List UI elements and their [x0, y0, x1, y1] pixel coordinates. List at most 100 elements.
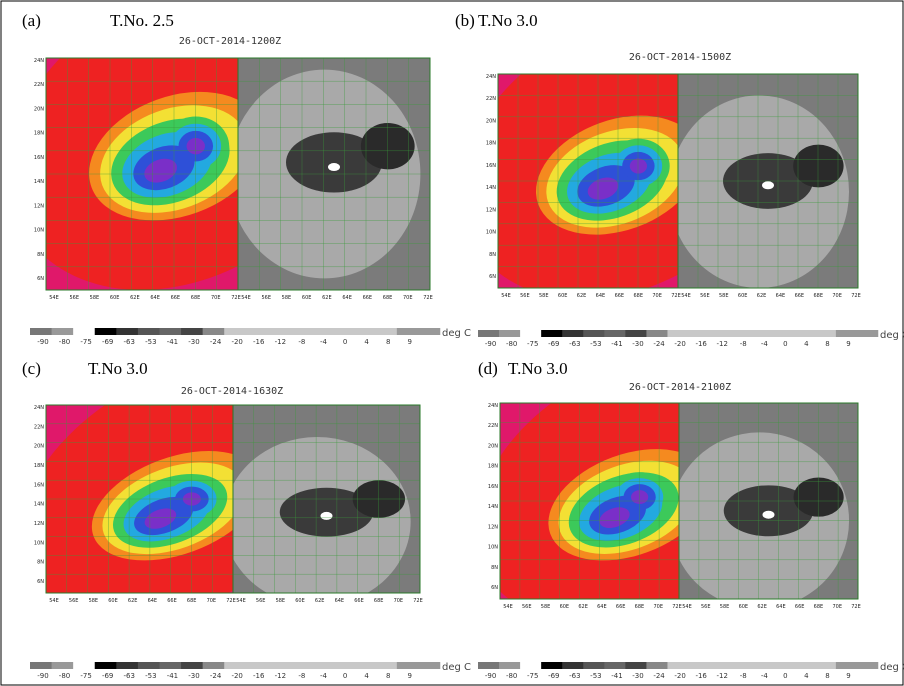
lon-tick: 62E: [322, 295, 332, 301]
lat-tick: 20N: [34, 444, 44, 450]
lon-tick: 60E: [110, 295, 120, 301]
colorbar-label: -30: [188, 672, 199, 680]
lon-tick: 68E: [191, 295, 201, 301]
colorbar-segment: [310, 662, 333, 669]
lon-tick: 54E: [49, 598, 59, 604]
colorbar-label: -75: [80, 672, 91, 680]
colorbar-segment: [772, 662, 795, 669]
lat-tick: 14N: [34, 502, 44, 508]
lat-tick: 24N: [486, 74, 496, 80]
lat-tick: 22N: [486, 96, 496, 102]
colorbar-label: 0: [343, 338, 347, 346]
colorbar-label: 4: [804, 340, 809, 348]
colorbar-label: -53: [590, 340, 601, 348]
lon-tick: 60E: [558, 293, 568, 299]
lat-tick: 22N: [34, 424, 44, 430]
lat-tick: 6N: [489, 274, 496, 280]
colorbar-segment: [310, 328, 333, 335]
gray-cloud: [762, 510, 775, 519]
gray-cloud: [286, 132, 382, 193]
lon-tick: 70E: [394, 598, 404, 604]
lat-tick: 10N: [34, 228, 44, 234]
panel-label: (d): [478, 359, 498, 378]
image-border: [678, 402, 859, 600]
lon-tick: 62E: [577, 293, 587, 299]
colorbar-label: -30: [632, 340, 643, 348]
lon-tick: 70E: [832, 604, 842, 610]
colorbar-end: [835, 330, 878, 337]
colorbar-label: -24: [210, 672, 222, 680]
colorbar-segment: [332, 662, 355, 669]
colorbar-segment: [137, 328, 160, 335]
colorbar-label: -24: [653, 672, 665, 680]
lat-tick: 16N: [34, 155, 44, 161]
lon-tick: 56E: [256, 598, 266, 604]
lon-tick: 64E: [776, 604, 786, 610]
colorbar-label: -80: [59, 338, 70, 346]
colorbar-segment: [688, 330, 711, 337]
lat-tick: 8N: [37, 252, 44, 258]
colorbar-segment: [730, 330, 753, 337]
lon-tick: 56E: [69, 295, 79, 301]
colorbar-segment: [267, 662, 290, 669]
colorbar-label: 9: [408, 338, 412, 346]
gray-image: [233, 405, 420, 593]
gray-image: [678, 74, 858, 288]
colorbar-segment: [267, 328, 290, 335]
colorbar-segment: [646, 662, 668, 669]
colorbar-segment: [375, 328, 398, 335]
colorbar-segment: [224, 662, 247, 669]
colorbar-label: 8: [386, 338, 390, 346]
lat-tick: 16N: [34, 482, 44, 488]
colorbar-label: -4: [761, 340, 769, 348]
lon-tick: 54E: [236, 598, 246, 604]
colorbar-label: -69: [102, 338, 113, 346]
lon-tick: 60E: [108, 598, 118, 604]
colorbar-segment: [116, 328, 139, 335]
lon-tick: 56E: [700, 293, 710, 299]
lon-tick: 70E: [652, 293, 662, 299]
lon-tick: 72E: [672, 604, 682, 610]
colorbar-label: -4: [761, 672, 769, 680]
lon-tick: 60E: [739, 604, 749, 610]
lat-tick: 20N: [486, 118, 496, 124]
lon-tick: 58E: [282, 295, 292, 301]
cloud: [631, 490, 649, 504]
lon-tick: 66E: [171, 295, 181, 301]
colorbar-label: -75: [527, 340, 538, 348]
colorbar-segment: [51, 662, 74, 669]
colorbar-unit: deg C: [880, 330, 904, 341]
lon-tick: 72E: [851, 604, 861, 610]
colorbar-segment: [814, 662, 837, 669]
lon-tick: 68E: [383, 295, 393, 301]
lat-tick: 12N: [486, 207, 496, 213]
colorbar-segment: [159, 662, 182, 669]
lon-tick: 64E: [597, 604, 607, 610]
colorbar-label: -41: [167, 672, 178, 680]
colorbar-segment: [202, 662, 225, 669]
lon-tick: 58E: [89, 598, 99, 604]
colorbar-label: -80: [506, 672, 517, 680]
lon-tick: 68E: [187, 598, 197, 604]
lon-tick: 72E: [231, 295, 241, 301]
lon-tick: 64E: [596, 293, 606, 299]
lon-tick: 70E: [832, 293, 842, 299]
lon-tick: 64E: [776, 293, 786, 299]
lat-tick: 12N: [34, 521, 44, 527]
colorbar-label: -12: [275, 672, 286, 680]
colorbar-label: -30: [188, 338, 199, 346]
image-border: [237, 57, 431, 291]
colorbar-segment: [499, 330, 521, 337]
colorbar-label: -53: [145, 338, 156, 346]
colorbar-segment: [30, 662, 53, 669]
colorbar-segment: [181, 662, 204, 669]
colorbar-label: -90: [37, 338, 48, 346]
lon-tick: 60E: [560, 604, 570, 610]
lon-tick: 66E: [363, 295, 373, 301]
colorbar-label: 9: [846, 340, 850, 348]
timestamp: 26-OCT-2014-1500Z: [629, 52, 731, 63]
lat-tick: 22N: [488, 423, 498, 429]
lon-tick: 70E: [653, 604, 663, 610]
colorbar-segment: [288, 662, 312, 669]
lon-tick: 62E: [128, 598, 138, 604]
